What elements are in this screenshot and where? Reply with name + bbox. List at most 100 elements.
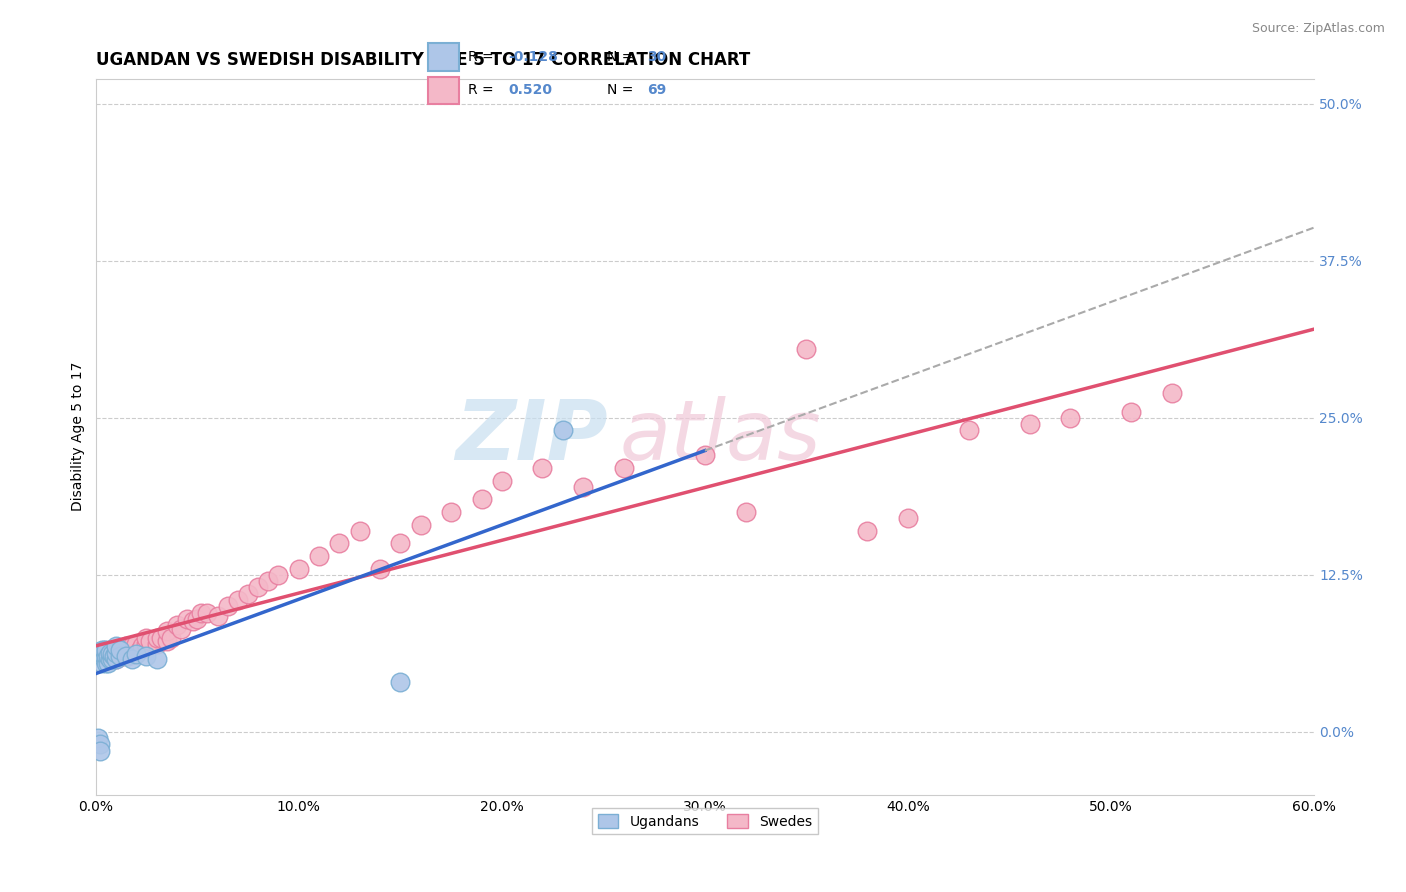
Point — [159, 631, 181, 645]
Text: 69: 69 — [648, 83, 666, 97]
Point — [257, 574, 280, 588]
Point — [90, 649, 112, 664]
Point — [135, 637, 157, 651]
Point — [121, 652, 143, 666]
Point — [94, 656, 117, 670]
Text: ZIP: ZIP — [454, 396, 607, 477]
Point — [389, 536, 412, 550]
Point — [97, 649, 120, 664]
Point — [98, 646, 121, 660]
Text: N =: N = — [607, 83, 638, 97]
Point — [170, 622, 193, 636]
Point — [368, 561, 391, 575]
Point — [267, 567, 290, 582]
Point — [101, 652, 124, 666]
Point — [90, 656, 112, 670]
Point — [108, 649, 131, 664]
Point — [409, 517, 432, 532]
Point — [94, 649, 117, 664]
Point — [125, 647, 148, 661]
Point — [1121, 404, 1143, 418]
Point — [98, 652, 121, 666]
Point — [89, 738, 111, 752]
Point — [94, 643, 117, 657]
Point — [328, 536, 350, 550]
Point — [111, 649, 134, 664]
Point — [149, 631, 172, 645]
Point — [111, 643, 134, 657]
Point — [796, 342, 818, 356]
Point — [440, 505, 463, 519]
Text: -0.128: -0.128 — [509, 50, 558, 64]
Point — [115, 649, 138, 664]
Point — [120, 647, 142, 661]
Point — [108, 647, 131, 661]
Point — [1059, 410, 1081, 425]
Point — [226, 593, 249, 607]
Point — [98, 643, 121, 657]
Point — [181, 615, 204, 629]
Point — [856, 524, 879, 538]
Text: R =: R = — [468, 50, 498, 64]
Text: R =: R = — [468, 83, 498, 97]
Point — [531, 461, 554, 475]
Text: atlas: atlas — [620, 396, 821, 477]
Point — [572, 480, 595, 494]
Point — [89, 744, 111, 758]
Point — [93, 643, 115, 657]
Point — [1161, 385, 1184, 400]
Point — [156, 624, 179, 639]
Point — [207, 609, 229, 624]
Point — [349, 524, 371, 538]
Point — [734, 505, 756, 519]
Point — [491, 474, 513, 488]
Point — [103, 649, 125, 664]
Point — [166, 618, 188, 632]
Point — [93, 649, 115, 664]
Point — [104, 652, 127, 666]
Point — [104, 646, 127, 660]
Point — [190, 606, 212, 620]
Point — [236, 587, 259, 601]
Text: 30: 30 — [648, 50, 666, 64]
Point — [1018, 417, 1040, 431]
Point — [139, 634, 162, 648]
Point — [86, 731, 108, 746]
Point — [287, 561, 309, 575]
Point — [135, 631, 157, 645]
Point — [104, 640, 127, 654]
Point — [145, 637, 167, 651]
Text: 0.520: 0.520 — [509, 83, 553, 97]
Point — [176, 612, 198, 626]
Text: UGANDAN VS SWEDISH DISABILITY AGE 5 TO 17 CORRELATION CHART: UGANDAN VS SWEDISH DISABILITY AGE 5 TO 1… — [96, 51, 749, 69]
FancyBboxPatch shape — [427, 44, 458, 70]
Point — [97, 656, 120, 670]
Point — [125, 637, 148, 651]
Point — [145, 652, 167, 666]
Point — [125, 646, 148, 660]
Point — [135, 649, 157, 664]
Point — [104, 652, 127, 666]
Point — [217, 599, 239, 614]
Point — [957, 423, 980, 437]
Point — [186, 612, 208, 626]
Point — [93, 649, 115, 664]
Point — [308, 549, 330, 563]
FancyBboxPatch shape — [427, 77, 458, 104]
Point — [120, 643, 142, 657]
Point — [97, 647, 120, 661]
Point — [101, 652, 124, 666]
Point — [613, 461, 636, 475]
Point — [103, 649, 125, 664]
Point — [389, 674, 412, 689]
Point — [115, 643, 138, 657]
Point — [112, 647, 135, 661]
Point — [551, 423, 574, 437]
Point — [101, 647, 124, 661]
Point — [121, 640, 143, 654]
Point — [117, 649, 139, 664]
Point — [115, 640, 138, 654]
Point — [470, 492, 492, 507]
Point — [693, 449, 716, 463]
Point — [108, 643, 131, 657]
